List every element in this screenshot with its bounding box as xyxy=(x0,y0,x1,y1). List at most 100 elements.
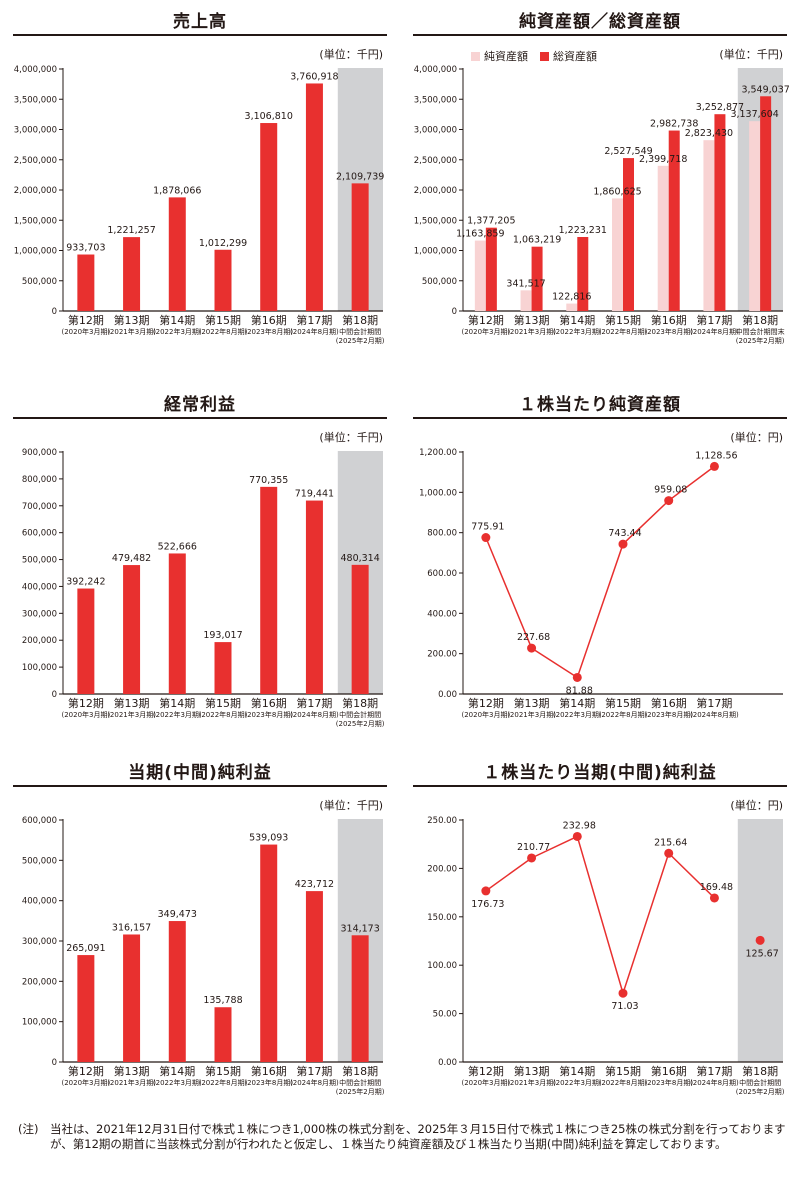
bar-value-label: 719,441 xyxy=(295,489,334,500)
x-category-label: 第14期 xyxy=(559,1064,595,1078)
y-tick-label: 500,000 xyxy=(22,277,57,287)
x-category-label: 第16期 xyxy=(251,313,287,327)
x-category-label: 第12期 xyxy=(68,1064,104,1078)
x-category-label: 第17期 xyxy=(696,1064,732,1078)
x-category-sublabel: (2023年8月期) xyxy=(244,710,293,719)
x-category-label: 第15期 xyxy=(205,1064,241,1078)
bar-total-assets xyxy=(668,130,680,311)
y-tick-label: 2,000,000 xyxy=(414,186,457,196)
x-category-label: 第13期 xyxy=(114,1064,150,1078)
y-tick-label: 200.00 xyxy=(427,864,457,874)
x-category-sublabel: (2022年8月期) xyxy=(599,327,648,336)
x-category-sublabel: (2020年3月期) xyxy=(61,1078,110,1087)
x-category-label: 第12期 xyxy=(468,1064,504,1078)
x-category-sublabel: (2025年2月期) xyxy=(736,1087,785,1096)
y-tick-label: 4,000,000 xyxy=(14,65,57,75)
x-category-sublabel: (2020年3月期) xyxy=(461,327,510,336)
bar-value-label: 265,091 xyxy=(66,943,105,954)
y-tick-label: 1,000,000 xyxy=(14,247,57,257)
bar-total-assets xyxy=(531,246,543,311)
y-tick-label: 3,500,000 xyxy=(414,95,457,105)
x-category-sublabel: (2024年8月期) xyxy=(690,1078,739,1087)
bar-value-label: 316,157 xyxy=(112,922,151,933)
chart-title: 純資産額／総資産額 xyxy=(519,12,681,32)
bar xyxy=(214,1007,232,1062)
x-category-sublabel: (2022年3月期) xyxy=(153,710,202,719)
bar-net-assets xyxy=(520,290,532,311)
bar-net-assets xyxy=(657,165,669,311)
x-category-sublabel: (2024年8月期) xyxy=(690,710,739,719)
y-tick-label: 400,000 xyxy=(22,582,57,592)
y-tick-label: 100.00 xyxy=(427,961,457,971)
legend-label: 純資産額 xyxy=(484,50,528,63)
unit-label: (単位：円) xyxy=(730,431,783,444)
y-tick-label: 900,000 xyxy=(22,448,57,458)
point-value-label: 232.98 xyxy=(563,820,596,831)
bar-value-label: 193,017 xyxy=(203,630,242,641)
x-category-sublabel: (2022年8月期) xyxy=(199,1078,248,1087)
x-category-label: 第18期 xyxy=(742,1064,778,1078)
x-category-label: 第12期 xyxy=(468,313,504,327)
bar-net-assets xyxy=(749,121,761,311)
bar-value-label: 3,760,918 xyxy=(290,71,338,82)
bar xyxy=(168,921,186,1062)
x-category-sublabel: (2025年2月期) xyxy=(336,336,385,345)
x-category-label: 第14期 xyxy=(159,1064,195,1078)
x-category-sublabel: (2021年3月期) xyxy=(107,710,156,719)
x-category-label: 第17期 xyxy=(296,696,332,710)
bar-net-assets xyxy=(474,240,486,311)
bar xyxy=(305,891,323,1062)
x-category-sublabel: (2023年8月期) xyxy=(644,710,693,719)
total-assets-value-label: 2,527,549 xyxy=(604,146,652,157)
y-tick-label: 0 xyxy=(52,307,57,317)
x-category-sublabel: (2022年3月期) xyxy=(153,327,202,336)
x-category-sublabel: (2024年8月期) xyxy=(690,327,739,336)
x-category-sublabel: (2023年8月期) xyxy=(644,1078,693,1087)
series-line xyxy=(485,835,715,996)
y-tick-label: 0 xyxy=(452,307,457,317)
y-tick-label: 300,000 xyxy=(22,937,57,947)
data-point xyxy=(618,988,628,998)
eps-line-chart: 0.0050.00100.00150.00200.00250.00第12期(20… xyxy=(427,816,785,1096)
point-value-label: 215.64 xyxy=(654,837,687,848)
legend-item-total-assets: 総資産額 xyxy=(540,48,597,64)
net-assets-value-label: 1,860,625 xyxy=(593,186,641,197)
x-category-sublabel: (2024年8月期) xyxy=(290,1078,339,1087)
x-category-sublabel: (2022年8月期) xyxy=(599,710,648,719)
x-category-sublabel: (2023年8月期) xyxy=(644,327,693,336)
y-tick-label: 600,000 xyxy=(22,816,57,826)
unit-label: (単位：千円) xyxy=(719,48,783,61)
y-tick-label: 250.00 xyxy=(427,816,457,826)
x-category-sublabel: (2021年3月期) xyxy=(507,710,556,719)
x-category-sublabel: (2022年3月期) xyxy=(553,1078,602,1087)
legend-item-net-assets: 純資産額 xyxy=(471,48,528,64)
x-category-label: 第16期 xyxy=(651,313,687,327)
title-rule xyxy=(13,417,387,419)
point-value-label: 959.08 xyxy=(654,485,687,496)
unit-label: (単位：千円) xyxy=(319,48,383,61)
y-tick-label: 400.00 xyxy=(427,609,457,619)
total-assets-value-label: 3,252,877 xyxy=(696,102,744,113)
bar-value-label: 1,012,299 xyxy=(199,238,247,249)
point-value-label: 176.73 xyxy=(471,899,504,910)
y-tick-label: 800,000 xyxy=(22,475,57,485)
title-rule xyxy=(413,34,787,36)
chart-title: 売上高 xyxy=(173,12,227,32)
y-tick-label: 600.00 xyxy=(427,569,457,579)
chart-panel-eps: １株当たり当期(中間)純利益 (単位：円) 0.00 50.00 100.00 150… xyxy=(405,756,795,1106)
x-category-label: 第14期 xyxy=(559,313,595,327)
y-tick-label: 700,000 xyxy=(22,502,57,512)
x-category-label: 第12期 xyxy=(68,313,104,327)
x-category-sublabel: (2025年2月期) xyxy=(336,1087,385,1096)
net-assets-value-label: 341,517 xyxy=(506,278,545,289)
y-tick-label: 300,000 xyxy=(22,609,57,619)
data-point xyxy=(572,831,582,841)
total-assets-value-label: 1,377,205 xyxy=(467,216,515,227)
bar-value-label: 1,221,257 xyxy=(107,225,155,236)
bar-total-assets xyxy=(760,96,772,311)
bar xyxy=(260,844,278,1062)
x-category-sublabel: (2022年8月期) xyxy=(199,710,248,719)
ordinary-income-bar-chart: 0 100,000 200,000 300,000 400,000 500,000 600,… xyxy=(22,448,385,728)
x-category-label: 第15期 xyxy=(605,313,641,327)
bar xyxy=(123,237,141,311)
